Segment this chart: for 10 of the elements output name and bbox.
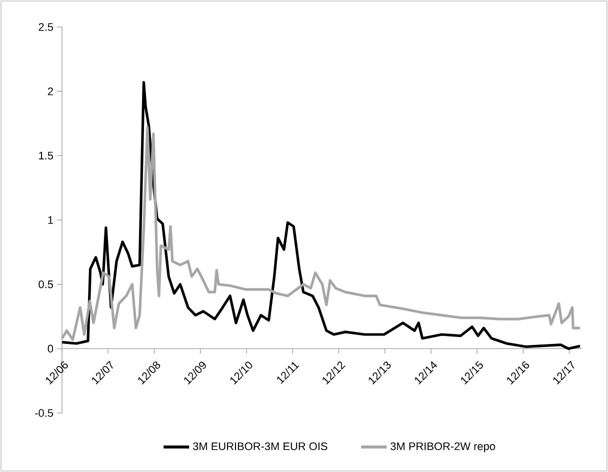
y-tick-label: 2 bbox=[48, 88, 53, 96]
legend-label: 3M EURIBOR-3M EUR OIS bbox=[193, 442, 328, 450]
y-tick-label: 2.5 bbox=[38, 23, 54, 31]
legend-label: 3M PRIBOR-2W repo bbox=[390, 442, 496, 452]
y-tick-label: 0.5 bbox=[38, 280, 54, 288]
line-series bbox=[60, 81, 582, 350]
y-tick-label: 1.5 bbox=[39, 152, 54, 160]
y-tick-label: 0 bbox=[48, 344, 54, 353]
y-tick-label: 1 bbox=[48, 216, 53, 224]
y-tick-label: -0.5 bbox=[35, 409, 54, 417]
